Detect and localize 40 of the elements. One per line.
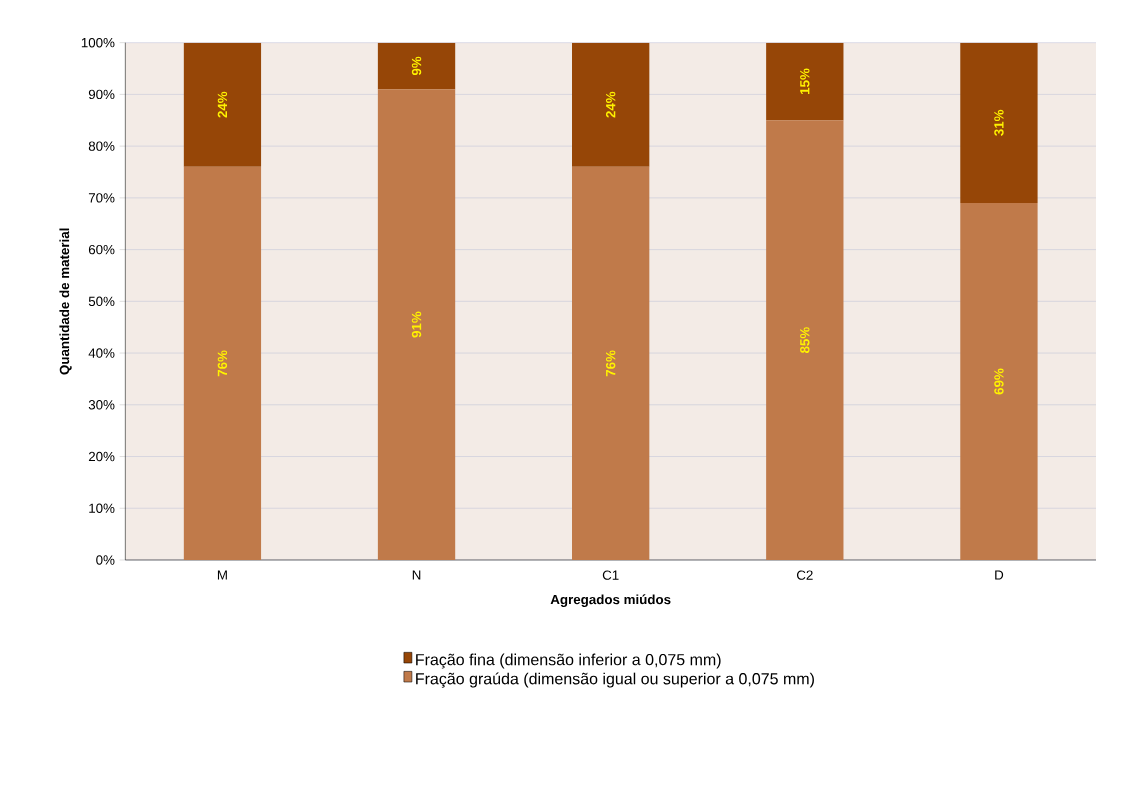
y-tick-label: 90% [88,89,115,99]
x-axis-title: Agregados miúdos [550,594,671,607]
y-tick-label: 50% [88,296,115,306]
data-label: 9% [411,56,422,75]
y-tick-label: 10% [89,503,115,513]
data-label: 15% [800,68,810,94]
data-label: 69% [994,368,1004,395]
y-tick-label: 100% [81,37,115,48]
data-label: 24% [217,91,228,118]
y-tick-label: 80% [88,141,115,151]
bar [183,42,262,167]
data-label: 76% [605,350,616,377]
data-label: 76% [217,350,228,377]
x-tick-label: C2 [796,570,813,580]
y-tick-label: 60% [88,244,115,255]
x-tick-label: D [995,570,1004,580]
legend-label: Fração graúda (dimensão igual ou superior a 0,075 mm) [416,672,814,688]
bar [572,42,650,167]
bar [766,120,844,560]
data-label: 24% [605,91,616,118]
y-tick-label: 20% [88,451,115,462]
bar [183,166,262,560]
y-tick-label: 40% [88,348,115,358]
x-tick-label: C1 [602,570,619,580]
y-axis-title: Quantidade de material [59,228,72,375]
legend-label: Fração fina (dimensão inferior a 0,075 mm) [416,653,721,669]
bar [377,42,456,90]
data-label: 31% [994,109,1004,136]
data-label: 85% [800,326,810,353]
bar [766,42,844,121]
bar [572,166,650,560]
y-tick-label: 30% [88,399,115,410]
bar [960,202,1038,560]
y-tick-label: 70% [88,192,115,203]
data-label: 91% [411,311,422,338]
bar [960,42,1038,203]
x-tick-label: M [217,570,227,580]
bar [377,89,456,560]
y-tick-label: 0% [96,555,115,565]
x-tick-label: N [412,570,421,580]
